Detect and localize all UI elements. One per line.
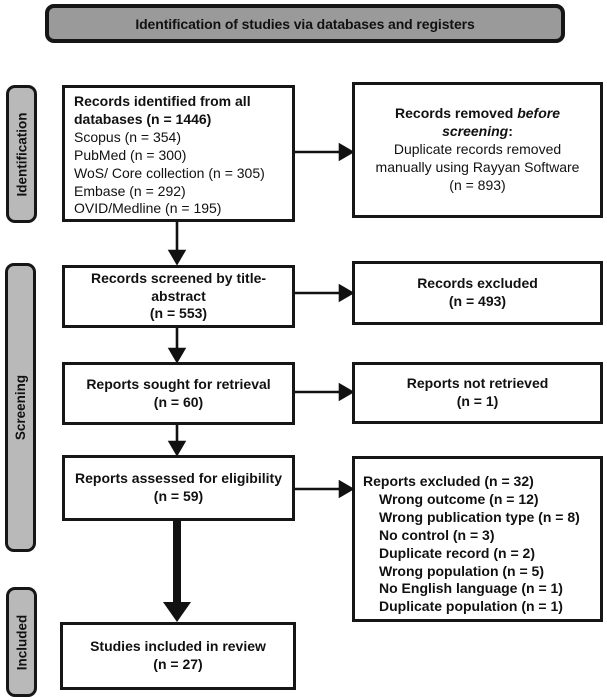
- box-records-screened: Records screened by title-abstract (n = …: [62, 265, 295, 328]
- box-reports-sought: Reports sought for retrieval (n = 60): [62, 362, 295, 425]
- records-excluded-label: Records excluded: [417, 275, 538, 292]
- arrowhead-identified-to-screened: [167, 249, 187, 266]
- diagram-header: Identification of studies via databases …: [45, 4, 565, 43]
- reports-not-retrieved-count: (n = 1): [456, 393, 499, 409]
- reports-assessed-count: (n = 59): [153, 488, 204, 504]
- records-excluded-count: (n = 493): [448, 293, 507, 309]
- box-reports-not-retrieved: Reports not retrieved (n = 1): [352, 362, 603, 424]
- records-removed-title: Records removed before screening:: [365, 105, 590, 141]
- records-identified-title: Records identified from all databases (n…: [74, 93, 251, 127]
- stage-included-label: Included: [14, 614, 30, 670]
- records-identified-source: PubMed (n = 300): [74, 146, 187, 163]
- reports-not-retrieved-label: Reports not retrieved: [406, 375, 549, 392]
- box-records-excluded: Records excluded (n = 493): [352, 261, 603, 325]
- reports-sought-label: Reports sought for retrieval: [86, 375, 271, 392]
- records-identified-source: OVID/Medline (n = 195): [74, 200, 222, 217]
- stage-included: Included: [6, 587, 37, 697]
- stage-identification-label: Identification: [14, 112, 29, 196]
- studies-included-count: (n = 27): [153, 656, 203, 672]
- records-removed-title-suffix: :: [508, 123, 513, 140]
- stage-identification: Identification: [6, 85, 37, 223]
- arrowhead-assessed-to-excluded: [338, 479, 355, 499]
- stage-screening-label: Screening: [13, 374, 28, 441]
- arrowhead-identified-to-removed: [338, 142, 355, 162]
- arrowhead-sought-to-not-retrieved: [338, 382, 355, 402]
- arrowhead-assessed-to-included: [163, 602, 191, 622]
- diagram-header-title: Identification of studies via databases …: [135, 15, 475, 32]
- reports-assessed-label: Reports assessed for eligibility: [75, 470, 282, 487]
- box-reports-assessed: Reports assessed for eligibility (n = 59…: [62, 455, 295, 521]
- reports-excluded-reason: Wrong publication type (n = 8): [379, 508, 580, 525]
- records-removed-title-emphasis: before screening: [442, 105, 560, 140]
- records-removed-count: (n = 893): [449, 176, 506, 193]
- reports-excluded-reason: Duplicate record (n = 2): [379, 544, 535, 561]
- arrowhead-screened-to-excluded: [338, 283, 355, 303]
- reports-excluded-reason: Duplicate population (n = 1): [379, 598, 563, 615]
- reports-excluded-reason: No English language (n = 1): [379, 580, 563, 597]
- box-records-removed: Records removed before screening: Duplic…: [352, 82, 603, 218]
- studies-included-label: Studies included in review: [90, 638, 266, 655]
- stage-screening: Screening: [5, 263, 36, 552]
- records-screened-count: (n = 553): [149, 305, 208, 322]
- arrowhead-sought-to-assessed: [167, 440, 187, 457]
- box-records-identified: Records identified from all databases (n…: [62, 85, 295, 222]
- box-studies-included: Studies included in review (n = 27): [60, 622, 296, 690]
- records-identified-source: Embase (n = 292): [74, 182, 186, 199]
- arrow-assessed-to-included: [173, 520, 181, 604]
- reports-sought-count: (n = 60): [153, 393, 204, 410]
- box-reports-excluded: Reports excluded (n = 32) Wrong outcome …: [352, 456, 603, 622]
- reports-excluded-reason: Wrong population (n = 5): [379, 562, 544, 579]
- reports-excluded-title: Reports excluded (n = 32): [363, 473, 534, 489]
- records-identified-source: Scopus (n = 354): [74, 128, 182, 145]
- records-removed-title-prefix: Records removed: [395, 105, 518, 122]
- records-removed-body: Duplicate records removed manually using…: [375, 141, 580, 175]
- records-identified-source: WoS/ Core collection (n = 305): [74, 164, 265, 181]
- records-screened-label: Records screened by title-abstract: [90, 269, 267, 304]
- reports-excluded-reason: Wrong outcome (n = 12): [379, 490, 539, 507]
- arrowhead-screened-to-sought: [167, 347, 187, 364]
- reports-excluded-reason: No control (n = 3): [379, 526, 495, 543]
